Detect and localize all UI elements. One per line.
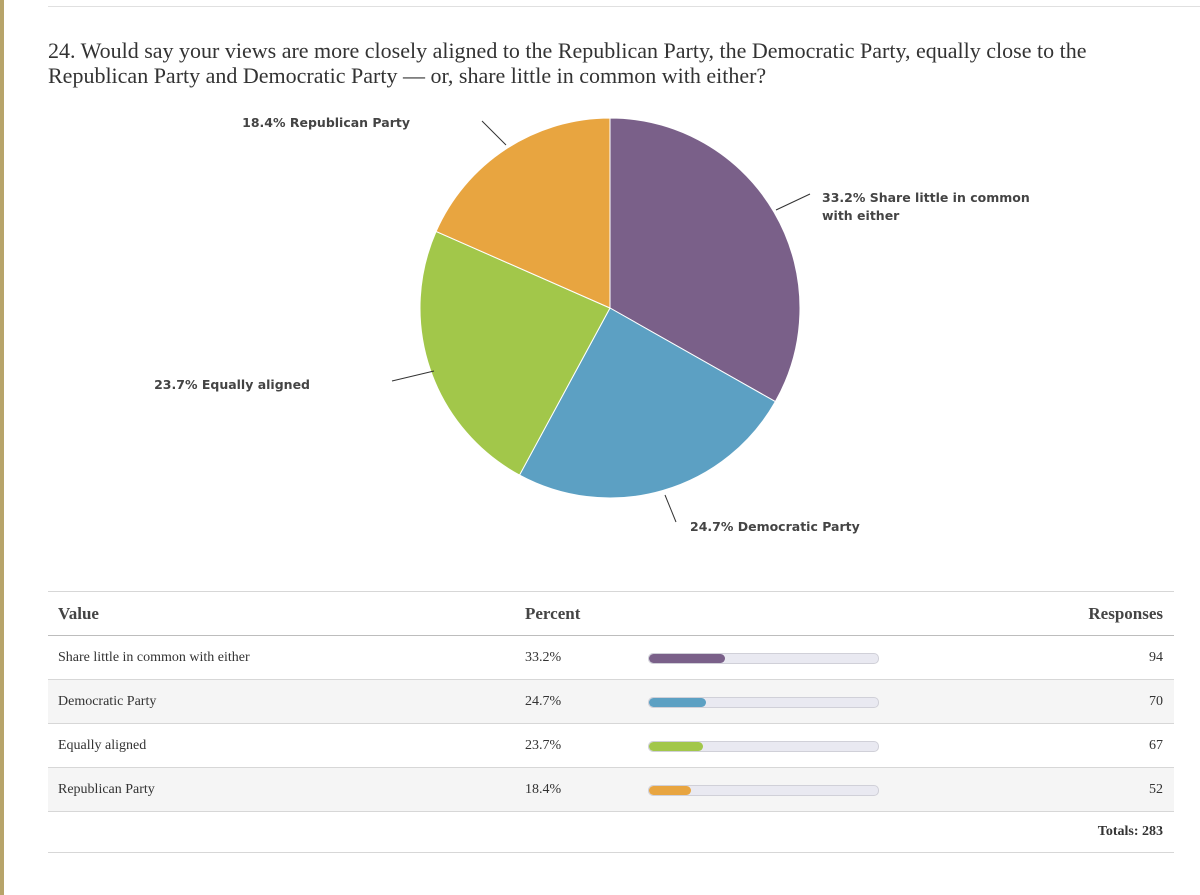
row-responses: 52 (1149, 782, 1163, 797)
pie-data-label: 33.2% Share little in common (822, 190, 1030, 205)
top-divider (48, 6, 1200, 7)
header-percent[interactable]: Percent (525, 604, 581, 623)
table-row: Democratic Party 24.7% 70 (48, 680, 1174, 724)
percent-bar-fill (649, 742, 704, 751)
header-value[interactable]: Value (58, 604, 99, 623)
leader-line (775, 193, 811, 211)
table-row: Republican Party 18.4% 52 (48, 768, 1174, 812)
table-row: Equally aligned 23.7% 67 (48, 724, 1174, 768)
slice-democratic[interactable] (518, 307, 777, 499)
pie-data-label-line2: with either (822, 208, 900, 223)
leader-line (664, 494, 677, 523)
pie-chart: 33.2% Share little in common with either 2… (154, 115, 1030, 534)
percent-bar-fill (649, 654, 726, 663)
table-header: Value Percent Responses (48, 591, 1174, 636)
totals-value: Totals: 283 (1097, 824, 1163, 839)
pie-data-label: 24.7% Democratic Party (690, 519, 860, 534)
slice-republican[interactable] (435, 117, 611, 309)
row-percent: 18.4% (525, 782, 562, 797)
page-left-border (0, 0, 4, 895)
leader-line (391, 370, 435, 382)
slice-equally[interactable] (419, 230, 611, 476)
row-percent: 33.2% (525, 650, 562, 665)
row-responses: 94 (1149, 650, 1163, 665)
row-responses: 67 (1149, 738, 1163, 753)
percent-bar (648, 653, 879, 664)
pie-data-label: 18.4% Republican Party (242, 115, 410, 130)
slice-share-little[interactable] (609, 117, 801, 403)
row-value: Equally aligned (58, 738, 147, 753)
percent-bar-fill (649, 786, 692, 795)
leader-line (481, 120, 507, 146)
percent-bar-fill (649, 698, 706, 707)
row-value: Democratic Party (58, 694, 157, 709)
row-percent: 24.7% (525, 694, 562, 709)
header-responses[interactable]: Responses (1088, 604, 1163, 623)
totals-row: Totals: 283 (48, 812, 1174, 853)
question-title: 24. Would say your views are more closel… (48, 38, 1087, 88)
row-responses: 70 (1149, 694, 1163, 709)
row-value: Share little in common with either (58, 650, 250, 665)
row-percent: 23.7% (525, 738, 562, 753)
percent-bar (648, 741, 879, 752)
results-table: Value Percent Responses Share little in … (48, 591, 1174, 853)
table-row: Share little in common with either 33.2%… (48, 636, 1174, 680)
percent-bar (648, 697, 879, 708)
percent-bar (648, 785, 879, 796)
pie-data-label: 23.7% Equally aligned (154, 377, 310, 392)
row-value: Republican Party (58, 782, 155, 797)
